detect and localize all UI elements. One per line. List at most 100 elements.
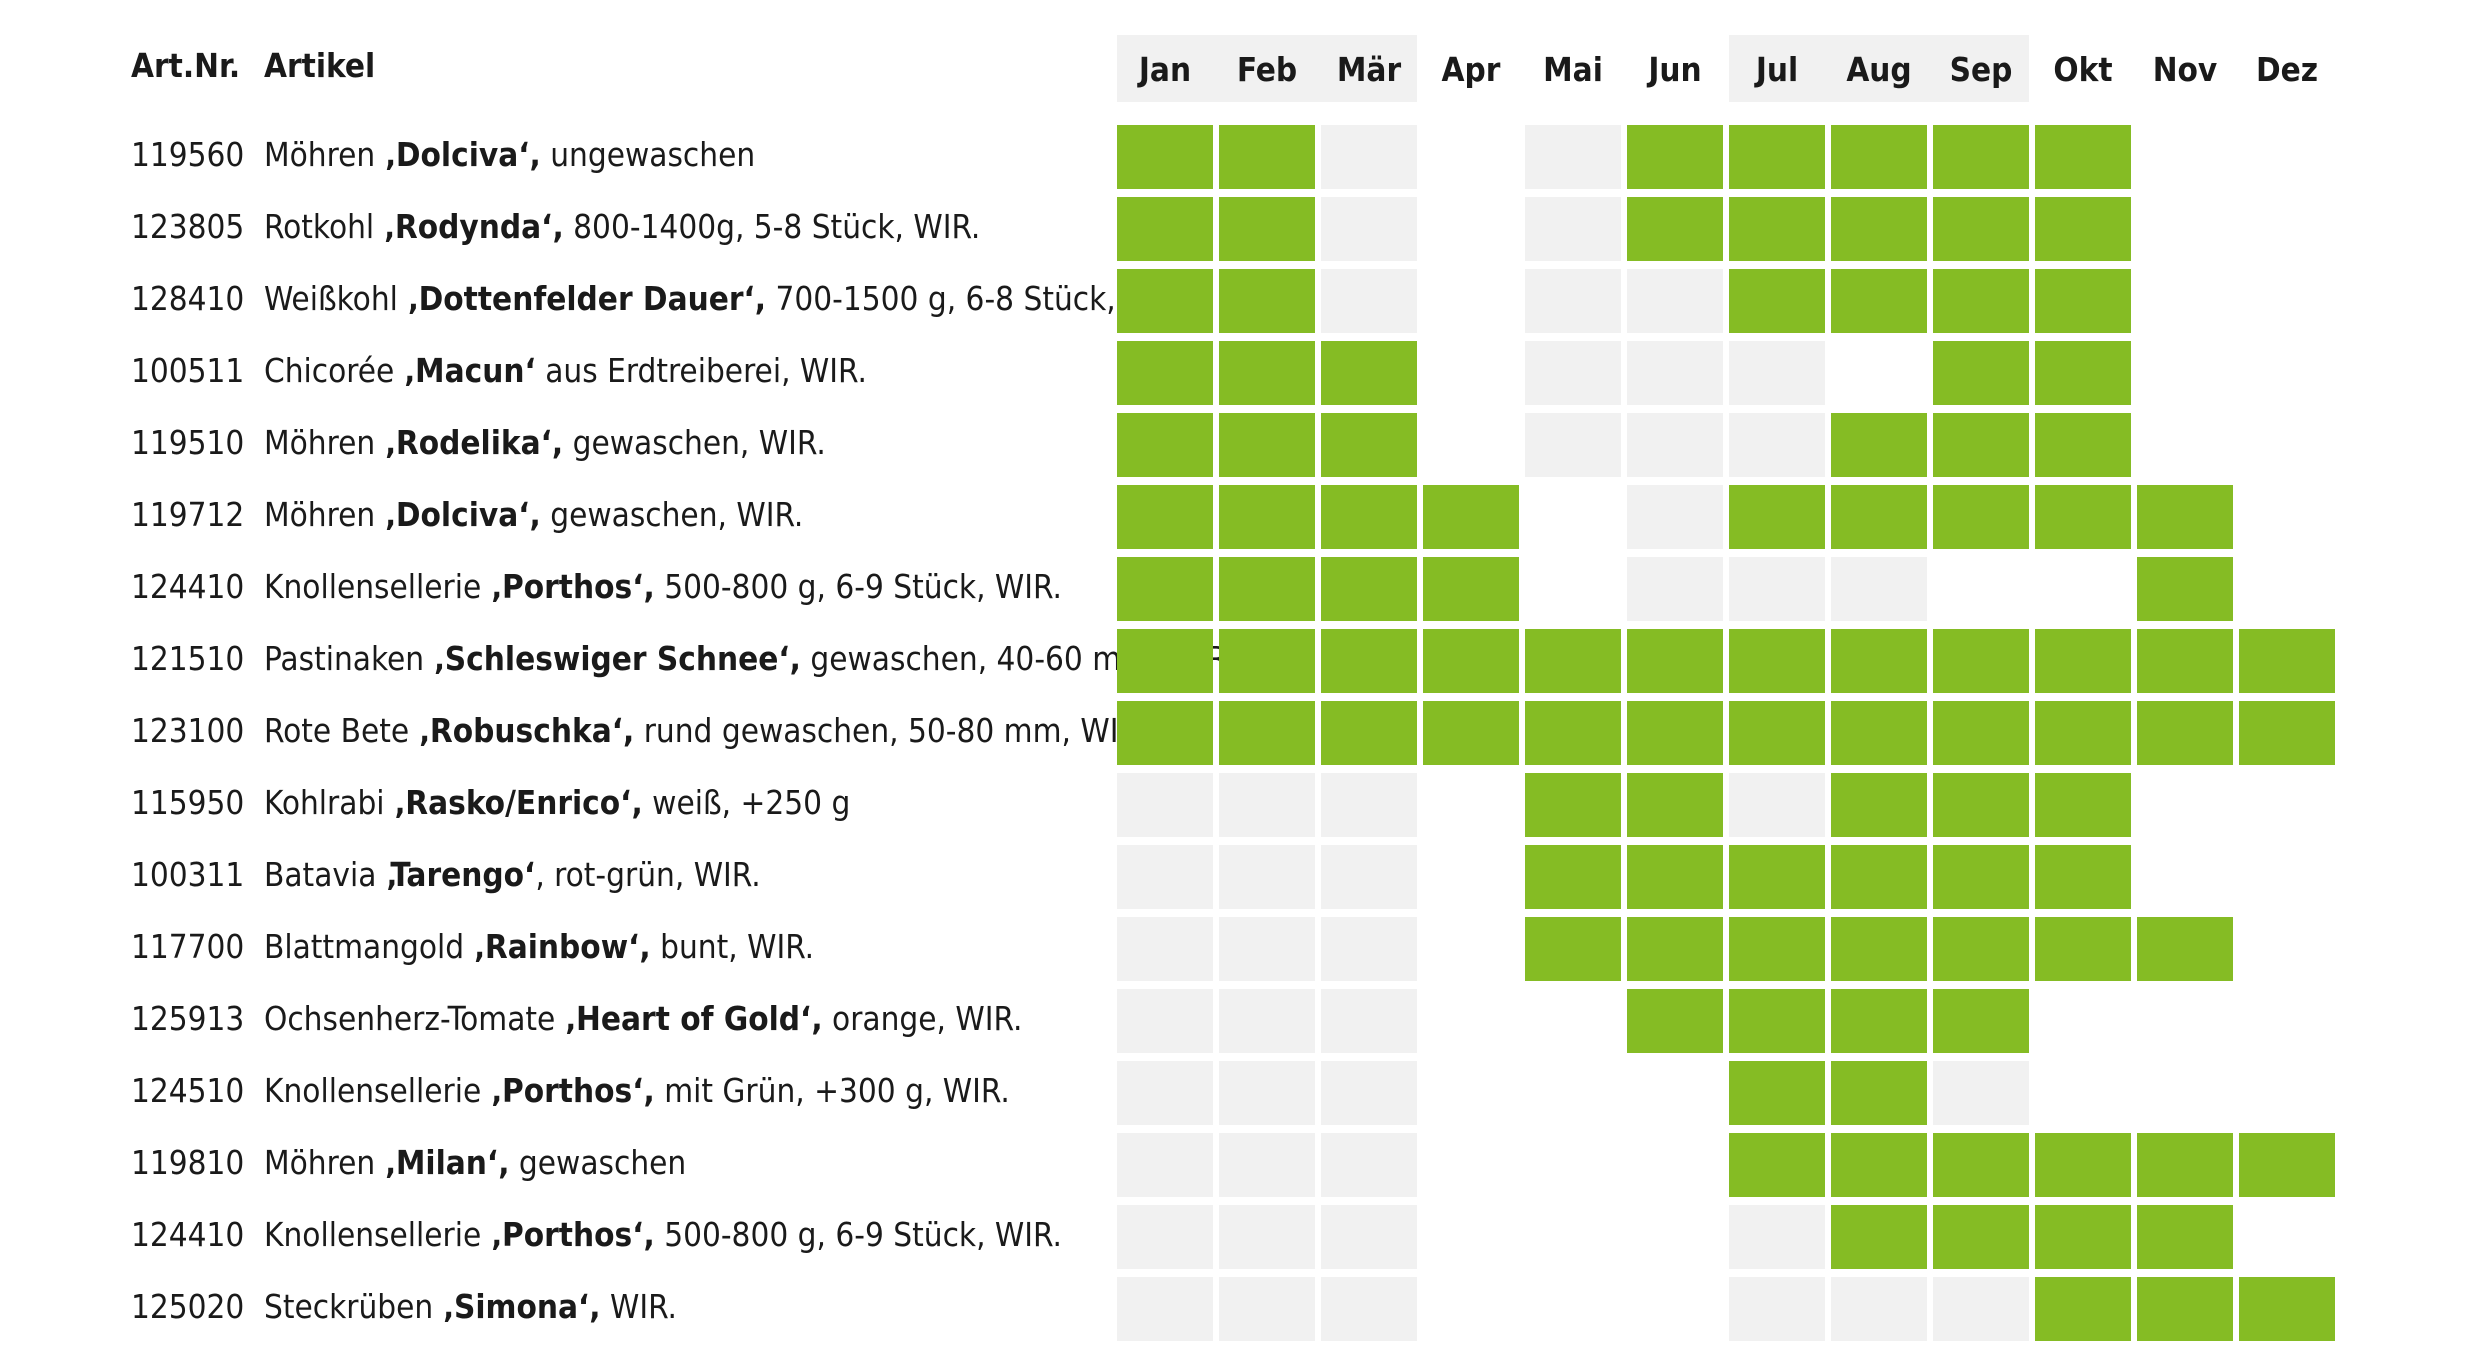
available-cell xyxy=(1117,557,1213,621)
available-cell xyxy=(1219,413,1315,477)
article-detail: bunt, WIR. xyxy=(650,927,815,966)
unavailable-cell xyxy=(1219,773,1315,837)
unavailable-cell xyxy=(1219,1061,1315,1125)
available-cell xyxy=(1423,557,1519,621)
article-detail: WIR. xyxy=(600,1287,677,1326)
article-description: Rotkohl ‚Rodynda‘, 800-1400g, 5-8 Stück,… xyxy=(264,207,980,246)
available-cell xyxy=(1729,269,1825,333)
available-cell xyxy=(1729,125,1825,189)
article-detail: orange, WIR. xyxy=(822,999,1023,1038)
month-label: Apr xyxy=(1441,50,1501,89)
available-cell xyxy=(1117,701,1213,765)
unavailable-cell xyxy=(1321,269,1417,333)
article-detail: gewaschen xyxy=(509,1143,687,1182)
unavailable-cell xyxy=(1525,269,1621,333)
available-cell xyxy=(1831,1205,1927,1269)
unavailable-cell xyxy=(1729,413,1825,477)
article-name: Rotkohl xyxy=(264,207,384,246)
available-cell xyxy=(1423,629,1519,693)
month-label: Sep xyxy=(1949,50,2013,89)
month-label: Jan xyxy=(1138,50,1192,89)
article-description: Kohlrabi ‚Rasko/Enrico‘, weiß, +250 g xyxy=(264,783,850,822)
available-cell xyxy=(1831,845,1927,909)
article-variety: ‚Robuschka‘, xyxy=(418,711,635,750)
unavailable-cell xyxy=(1321,917,1417,981)
unavailable-cell xyxy=(1525,197,1621,261)
article-variety: ‚Dolciva‘, xyxy=(384,135,541,174)
available-cell xyxy=(1627,197,1723,261)
unavailable-cell xyxy=(1627,269,1723,333)
unavailable-cell xyxy=(1321,773,1417,837)
unavailable-cell xyxy=(1117,1061,1213,1125)
available-cell xyxy=(1219,197,1315,261)
month-label: Okt xyxy=(2053,50,2113,89)
available-cell xyxy=(2035,341,2131,405)
available-cell xyxy=(1729,629,1825,693)
available-cell xyxy=(2137,917,2233,981)
article-variety: ‚Porthos‘, xyxy=(490,567,655,606)
available-cell xyxy=(2137,1205,2233,1269)
unavailable-cell xyxy=(1117,1133,1213,1197)
available-cell xyxy=(1933,341,2029,405)
available-cell xyxy=(2035,1205,2131,1269)
available-cell xyxy=(2035,845,2131,909)
article-detail: 500-800 g, 6-9 Stück, WIR. xyxy=(654,1215,1062,1254)
unavailable-cell xyxy=(1117,845,1213,909)
available-cell xyxy=(1831,197,1927,261)
article-number: 100511 xyxy=(131,351,245,390)
available-cell xyxy=(1219,125,1315,189)
article-name: Möhren xyxy=(264,1143,385,1182)
available-cell xyxy=(2035,1133,2131,1197)
article-name: Steckrüben xyxy=(264,1287,443,1326)
available-cell xyxy=(2035,917,2131,981)
available-cell xyxy=(1831,485,1927,549)
available-cell xyxy=(2137,557,2233,621)
available-cell xyxy=(1831,989,1927,1053)
available-cell xyxy=(2239,1133,2335,1197)
available-cell xyxy=(1321,485,1417,549)
month-label: Jun xyxy=(1648,50,1702,89)
available-cell xyxy=(1627,989,1723,1053)
article-variety: ‚Simona‘, xyxy=(442,1287,601,1326)
available-cell xyxy=(1933,269,2029,333)
available-cell xyxy=(1627,125,1723,189)
article-description: Möhren ‚Dolciva‘, gewaschen, WIR. xyxy=(264,495,803,534)
available-cell xyxy=(1831,1061,1927,1125)
available-cell xyxy=(1933,701,2029,765)
available-cell xyxy=(1729,1133,1825,1197)
available-cell xyxy=(1729,485,1825,549)
available-cell xyxy=(1831,125,1927,189)
article-detail: aus Erdtreiberei, WIR. xyxy=(535,351,867,390)
article-detail: gewaschen, WIR. xyxy=(563,423,826,462)
article-description: Knollensellerie ‚Porthos‘, 500-800 g, 6-… xyxy=(264,1215,1062,1254)
article-number: 121510 xyxy=(131,639,245,678)
month-header-shade xyxy=(1729,35,2029,102)
article-variety: ‚Tarengo‘ xyxy=(385,855,536,894)
available-cell xyxy=(2035,269,2131,333)
unavailable-cell xyxy=(1729,341,1825,405)
unavailable-cell xyxy=(1933,1061,2029,1125)
month-label: Jul xyxy=(1755,50,1799,89)
article-number: 119810 xyxy=(131,1143,245,1182)
available-cell xyxy=(1117,629,1213,693)
article-number: 128410 xyxy=(131,279,245,318)
article-variety: ‚Rodelika‘, xyxy=(384,423,564,462)
article-name: Kohlrabi xyxy=(264,783,394,822)
available-cell xyxy=(1831,629,1927,693)
article-number: 123805 xyxy=(131,207,245,246)
available-cell xyxy=(1627,917,1723,981)
available-cell xyxy=(1423,485,1519,549)
article-description: Rote Bete ‚Robuschka‘, rund gewaschen, 5… xyxy=(264,711,1147,750)
available-cell xyxy=(1627,701,1723,765)
column-header-artikel: Artikel xyxy=(264,46,376,85)
available-cell xyxy=(1321,413,1417,477)
article-detail: 800-1400g, 5-8 Stück, WIR. xyxy=(563,207,981,246)
article-number: 125913 xyxy=(131,999,245,1038)
unavailable-cell xyxy=(1219,989,1315,1053)
available-cell xyxy=(1729,701,1825,765)
available-cell xyxy=(2035,413,2131,477)
article-description: Blattmangold ‚Rainbow‘, bunt, WIR. xyxy=(264,927,814,966)
available-cell xyxy=(2035,125,2131,189)
available-cell xyxy=(2035,701,2131,765)
article-variety: ‚Dottenfelder Dauer‘, xyxy=(407,279,767,318)
